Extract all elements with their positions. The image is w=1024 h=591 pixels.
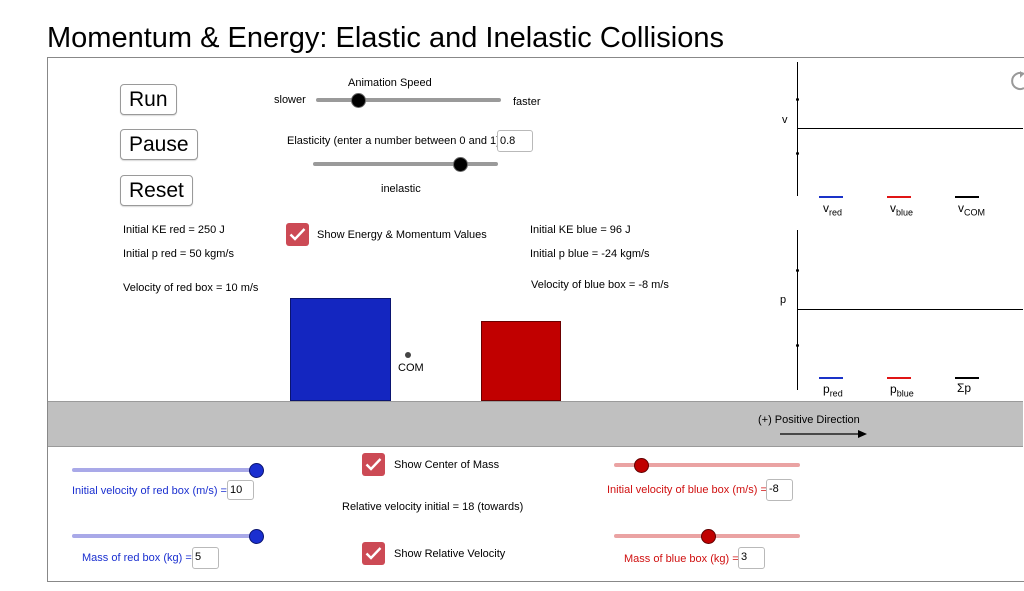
run-button[interactable]: Run xyxy=(120,84,177,115)
blue-momentum-text: Initial p blue = -24 kgm/s xyxy=(530,248,650,260)
show-center-of-mass-checkbox[interactable] xyxy=(362,453,385,476)
blue-mass-input[interactable]: 3 xyxy=(738,547,765,569)
p-graph-x-axis xyxy=(797,309,1023,310)
reset-button[interactable]: Reset xyxy=(120,175,193,206)
show-values-label: Show Energy & Momentum Values xyxy=(317,229,487,241)
red-velocity-text: Velocity of red box = 10 m/s xyxy=(123,282,259,294)
blue-velocity-slider-handle[interactable] xyxy=(634,458,649,473)
v-graph-tick xyxy=(796,152,799,155)
elasticity-slider[interactable] xyxy=(313,162,498,166)
pause-button[interactable]: Pause xyxy=(120,129,198,160)
p-red-legend-line xyxy=(819,377,843,379)
com-label: COM xyxy=(398,362,424,374)
p-graph-tick xyxy=(796,269,799,272)
red-momentum-text: Initial p red = 50 kgm/s xyxy=(123,248,234,260)
red-mass-input[interactable]: 5 xyxy=(192,547,219,569)
slower-label: slower xyxy=(274,94,306,106)
show-center-of-mass-label: Show Center of Mass xyxy=(394,459,500,471)
v-red-legend-line xyxy=(819,196,843,198)
elasticity-input[interactable]: 0.8 xyxy=(497,130,533,152)
checkmark-icon xyxy=(365,458,382,471)
blue-mass-slider-handle[interactable] xyxy=(701,529,716,544)
checkmark-icon xyxy=(365,547,382,560)
animation-speed-slider-handle[interactable] xyxy=(351,93,366,108)
simulation-applet xyxy=(47,57,1024,582)
blue-velocity-input[interactable]: -8 xyxy=(766,479,793,501)
animation-speed-label: Animation Speed xyxy=(348,77,432,89)
elasticity-caption: inelastic xyxy=(381,183,421,195)
p-red-legend: pred xyxy=(823,382,843,399)
refresh-icon[interactable] xyxy=(1010,70,1024,92)
red-velocity-label: Initial velocity of red box (m/s) = xyxy=(72,485,227,497)
elasticity-slider-handle[interactable] xyxy=(453,157,468,172)
blue-velocity-label: Initial velocity of blue box (m/s) = xyxy=(607,484,767,496)
v-red-legend: vred xyxy=(823,201,843,218)
red-mass-label: Mass of red box (kg) = xyxy=(82,552,192,564)
elasticity-label: Elasticity (enter a number between 0 and… xyxy=(287,135,500,147)
v-blue-legend-line xyxy=(887,196,911,198)
red-ke-text: Initial KE red = 250 J xyxy=(123,224,225,236)
show-relative-velocity-checkbox[interactable] xyxy=(362,542,385,565)
p-axis-label: p xyxy=(780,294,787,306)
animation-speed-slider[interactable] xyxy=(316,98,501,102)
center-of-mass-dot xyxy=(405,352,411,358)
v-graph-x-axis xyxy=(797,128,1023,129)
red-mass-slider-handle[interactable] xyxy=(249,529,264,544)
v-com-legend: vCOM xyxy=(958,201,985,218)
positive-direction-arrow-icon xyxy=(780,430,867,438)
red-velocity-slider-handle[interactable] xyxy=(249,463,264,478)
red-velocity-input[interactable]: 10 xyxy=(227,480,254,500)
p-blue-legend-line xyxy=(887,377,911,379)
v-blue-legend: vblue xyxy=(890,201,914,218)
blue-box xyxy=(290,298,391,401)
positive-direction-label: (+) Positive Direction xyxy=(758,414,860,426)
p-sum-legend-line xyxy=(955,377,979,379)
v-com-legend-line xyxy=(955,196,979,198)
p-sum-legend: Σp xyxy=(957,381,972,395)
v-graph-y-axis xyxy=(797,62,798,196)
show-values-checkbox[interactable] xyxy=(286,223,309,246)
red-velocity-slider[interactable] xyxy=(72,468,262,472)
blue-ke-text: Initial KE blue = 96 J xyxy=(530,224,631,236)
blue-velocity-slider[interactable] xyxy=(614,463,800,467)
v-graph-tick xyxy=(796,98,799,101)
blue-velocity-text: Velocity of blue box = -8 m/s xyxy=(531,279,669,291)
ground-track xyxy=(48,401,1023,447)
page-title: Momentum & Energy: Elastic and Inelastic… xyxy=(47,22,724,54)
show-relative-velocity-label: Show Relative Velocity xyxy=(394,548,506,560)
checkmark-icon xyxy=(289,228,306,241)
red-box xyxy=(481,321,561,401)
p-graph-y-axis xyxy=(797,230,798,390)
p-graph-tick xyxy=(796,344,799,347)
v-axis-label: v xyxy=(782,114,788,126)
red-mass-slider[interactable] xyxy=(72,534,262,538)
blue-mass-label: Mass of blue box (kg) = xyxy=(624,553,739,565)
faster-label: faster xyxy=(513,96,541,108)
p-blue-legend: pblue xyxy=(890,382,914,399)
relative-velocity-text: Relative velocity initial = 18 (towards) xyxy=(342,501,524,513)
